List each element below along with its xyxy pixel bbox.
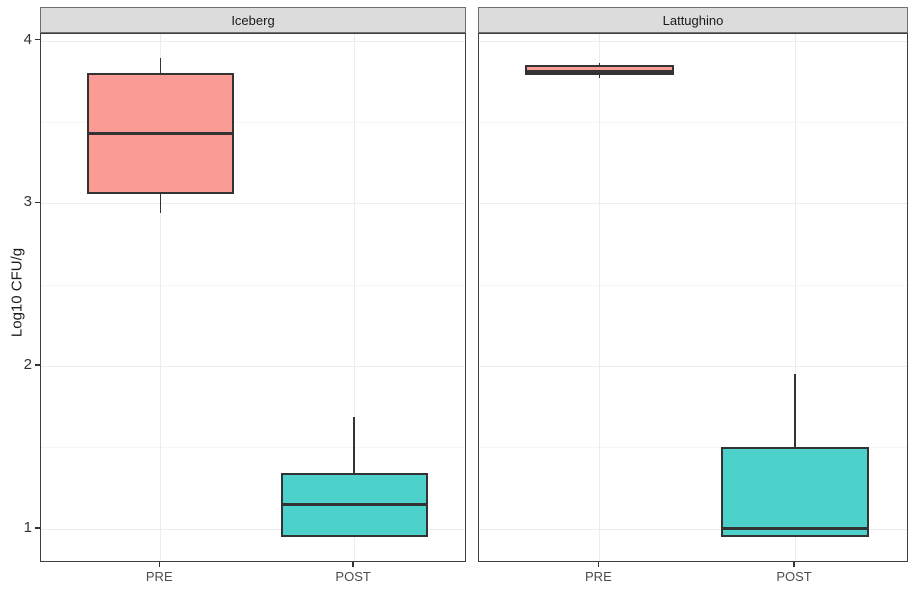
y-tick-mark (35, 527, 40, 529)
x-tick-mark (352, 562, 354, 567)
boxplot-box-post (720, 447, 870, 537)
panel-plot-region (41, 34, 465, 561)
gridline-minor (479, 121, 907, 123)
gridline-major (479, 40, 907, 42)
whisker-upper (598, 63, 601, 65)
y-tick-label: 4 (23, 30, 32, 48)
gridline-vertical (160, 34, 162, 561)
facet-strip-lattughino: Lattughino (478, 7, 908, 33)
panel-plot-region (479, 34, 907, 561)
gridline-major (41, 366, 465, 368)
gridline-vertical (599, 34, 601, 561)
gridline-minor (41, 284, 465, 286)
x-tick-label-post: POST (335, 569, 371, 584)
boxplot-median (86, 131, 234, 135)
x-tick-mark (793, 562, 795, 567)
gridline-major (479, 528, 907, 530)
gridline-minor (479, 447, 907, 449)
whisker-upper (794, 374, 796, 448)
y-tick-label: 2 (23, 356, 32, 374)
facet-strip-iceberg: Iceberg (40, 7, 466, 33)
facet-panel-lattughino (478, 33, 908, 562)
facet-panel-iceberg (40, 33, 466, 562)
boxplot-median (720, 527, 870, 531)
gridline-major (41, 40, 465, 42)
y-tick-mark (35, 201, 40, 204)
gridline-major (41, 528, 465, 530)
x-tick-label-pre: PRE (585, 569, 612, 584)
whisker-lower (598, 74, 601, 78)
gridline-minor (41, 121, 465, 123)
x-tick-label-pre: PRE (145, 569, 173, 584)
x-tick-label-post: POST (776, 569, 812, 584)
y-tick-mark (35, 38, 40, 41)
whisker-upper (159, 58, 162, 74)
gridline-vertical (795, 34, 797, 561)
y-axis-title: Log10 CFU/g (8, 247, 26, 338)
boxplot-box-pre (525, 64, 674, 75)
boxplot-median (280, 502, 428, 506)
whisker-lower (159, 193, 162, 214)
boxplot-median (525, 69, 674, 73)
x-tick-mark (158, 562, 161, 567)
y-tick-label: 1 (23, 518, 32, 536)
gridline-minor (41, 447, 465, 449)
y-tick-mark (35, 364, 40, 366)
gridline-minor (479, 284, 907, 286)
y-tick-label: 3 (23, 193, 32, 211)
gridline-major (479, 366, 907, 368)
gridline-major (41, 203, 465, 205)
whisker-upper (353, 416, 355, 474)
x-tick-mark (597, 562, 600, 567)
gridline-vertical (354, 34, 356, 561)
gridline-major (479, 203, 907, 205)
